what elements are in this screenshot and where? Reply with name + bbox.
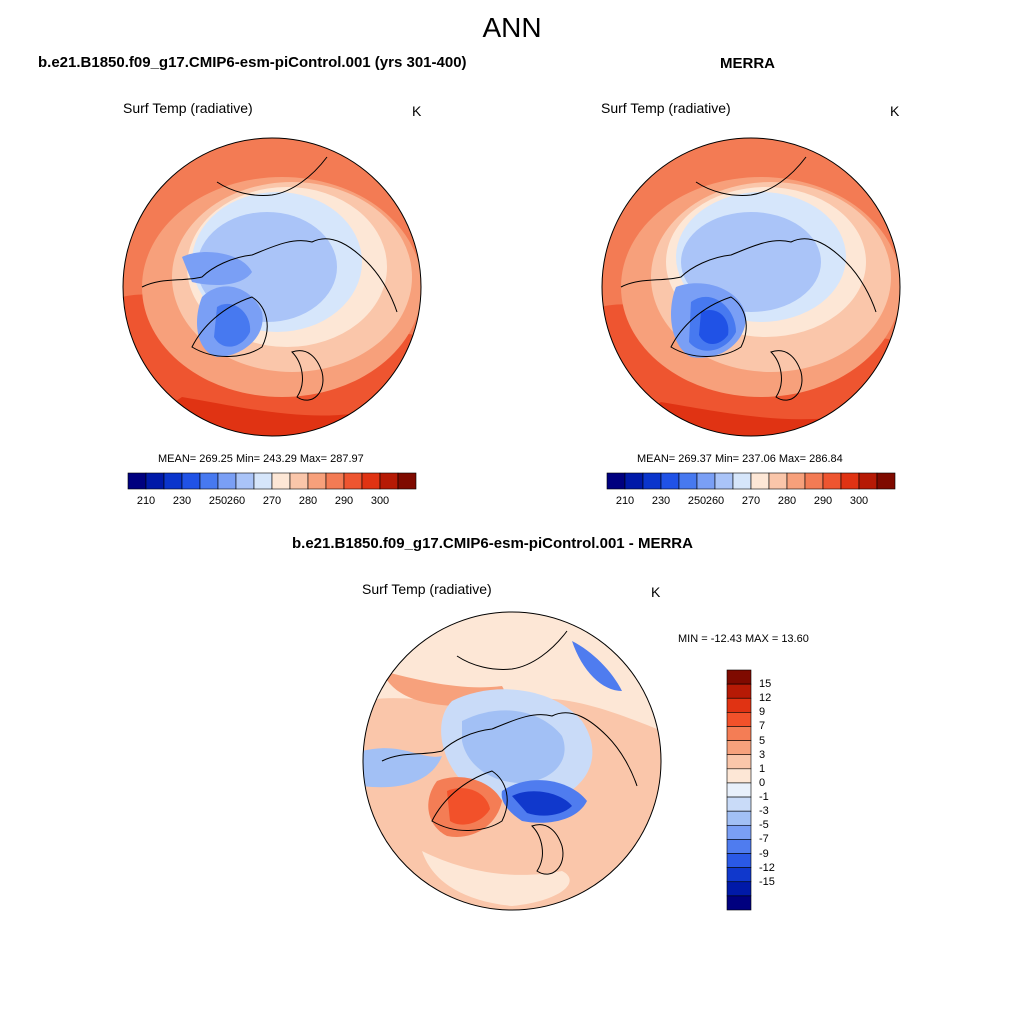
colorbar-swatch	[307, 472, 327, 490]
model-units-label: K	[412, 103, 422, 119]
figure-title: ANN	[482, 12, 542, 43]
colorbar-swatch	[624, 472, 644, 490]
model-polar-map	[122, 137, 422, 437]
colorbar-swatch	[696, 472, 716, 490]
colorbar-tick-label: 0	[759, 776, 766, 789]
colorbar-tick-label: -5	[759, 819, 769, 832]
colorbar-tick-label: -9	[759, 847, 769, 860]
colorbar-tick-label: 280	[298, 495, 318, 507]
colorbar-swatch	[217, 472, 237, 490]
colorbar-tick-label: 3	[759, 748, 766, 761]
colorbar-swatch	[750, 472, 770, 490]
colorbar-swatch	[876, 472, 896, 490]
colorbar-swatch	[726, 782, 752, 798]
merra-variable-label: Surf Temp (radiative)	[601, 100, 731, 116]
colorbar-tick-label: 230	[172, 495, 192, 507]
colorbar-tick-label: 1	[759, 762, 766, 775]
colorbar-swatch	[768, 472, 788, 490]
colorbar-swatch	[726, 881, 752, 897]
diff-panel-heading: b.e21.B1850.f09_g17.CMIP6-esm-piControl.…	[292, 535, 693, 552]
colorbar-swatch	[726, 726, 752, 741]
colorbar-tick-label: 300	[849, 495, 869, 507]
colorbar-swatch	[181, 472, 201, 490]
colorbar-swatch	[397, 472, 417, 490]
colorbar-swatch	[343, 472, 363, 490]
colorbar-tick-label: 290	[813, 495, 833, 507]
colorbar-tick-label: 210	[136, 495, 156, 507]
colorbar-swatch	[726, 712, 752, 727]
colorbar-tick-label: 260	[705, 495, 725, 507]
colorbar-tick-label: -15	[759, 875, 775, 888]
merra-panel-heading: MERRA	[720, 55, 775, 72]
colorbar-swatch	[726, 683, 752, 699]
colorbar-tick-label: 300	[370, 495, 390, 507]
colorbar-tick-label: 9	[759, 706, 766, 719]
colorbar-swatch	[145, 472, 165, 490]
diff-colorbar	[726, 669, 752, 911]
colorbar-tick-label: 230	[651, 495, 671, 507]
colorbar-swatch	[606, 472, 626, 490]
colorbar-swatch	[271, 472, 291, 490]
colorbar-tick-label: -1	[759, 791, 769, 804]
colorbar-tick-label: 5	[759, 734, 766, 747]
colorbar-swatch	[726, 895, 752, 911]
colorbar-tick-label: 270	[741, 495, 761, 507]
colorbar-tick-label: -7	[759, 833, 769, 846]
colorbar-swatch	[660, 472, 680, 490]
colorbar-tick-label: -3	[759, 805, 769, 818]
merra-polar-map	[601, 137, 901, 437]
colorbar-swatch	[726, 697, 752, 713]
diff-variable-label: Surf Temp (radiative)	[362, 581, 492, 597]
colorbar-swatch	[840, 472, 860, 490]
colorbar-swatch	[726, 768, 752, 784]
colorbar-swatch	[726, 853, 752, 868]
colorbar-swatch	[642, 472, 662, 490]
colorbar-tick-label: 250	[208, 495, 228, 507]
diff-stats: MIN = -12.43 MAX = 13.60	[678, 633, 809, 645]
colorbar-tick-label: -12	[759, 861, 775, 874]
merra-colorbar	[606, 472, 896, 490]
model-stats: MEAN= 269.25 Min= 243.29 Max= 287.97	[158, 453, 364, 465]
colorbar-tick-label: 290	[334, 495, 354, 507]
colorbar-swatch	[726, 669, 752, 685]
colorbar-swatch	[163, 472, 183, 490]
colorbar-swatch	[726, 796, 752, 812]
model-variable-label: Surf Temp (radiative)	[123, 100, 253, 116]
colorbar-swatch	[361, 472, 381, 490]
colorbar-tick-label: 12	[759, 692, 772, 705]
model-panel-heading: b.e21.B1850.f09_g17.CMIP6-esm-piControl.…	[38, 54, 467, 71]
colorbar-swatch	[714, 472, 734, 490]
colorbar-tick-label: 280	[777, 495, 797, 507]
colorbar-tick-label: 210	[615, 495, 635, 507]
model-colorbar	[127, 472, 417, 490]
colorbar-swatch	[127, 472, 147, 490]
colorbar-swatch	[726, 824, 752, 840]
diff-units-label: K	[651, 584, 661, 600]
colorbar-swatch	[253, 472, 273, 490]
colorbar-tick-label: 270	[262, 495, 282, 507]
colorbar-swatch	[325, 472, 345, 490]
colorbar-tick-label: 15	[759, 678, 772, 691]
colorbar-tick-label: 250	[687, 495, 707, 507]
colorbar-swatch	[822, 472, 842, 490]
diff-polar-map	[362, 611, 662, 911]
colorbar-tick-label: 7	[759, 720, 766, 733]
colorbar-swatch	[289, 472, 309, 490]
colorbar-swatch	[199, 472, 219, 490]
merra-stats: MEAN= 269.37 Min= 237.06 Max= 286.84	[637, 453, 843, 465]
colorbar-swatch	[726, 839, 752, 854]
colorbar-swatch	[678, 472, 698, 490]
colorbar-swatch	[858, 472, 878, 490]
colorbar-swatch	[804, 472, 824, 490]
colorbar-swatch	[235, 472, 255, 490]
colorbar-swatch	[379, 472, 399, 490]
colorbar-swatch	[726, 740, 752, 756]
merra-units-label: K	[890, 103, 900, 119]
colorbar-tick-label: 260	[226, 495, 246, 507]
colorbar-swatch	[726, 867, 752, 883]
colorbar-swatch	[726, 810, 752, 826]
colorbar-swatch	[732, 472, 752, 490]
colorbar-swatch	[786, 472, 806, 490]
colorbar-swatch	[726, 754, 752, 770]
